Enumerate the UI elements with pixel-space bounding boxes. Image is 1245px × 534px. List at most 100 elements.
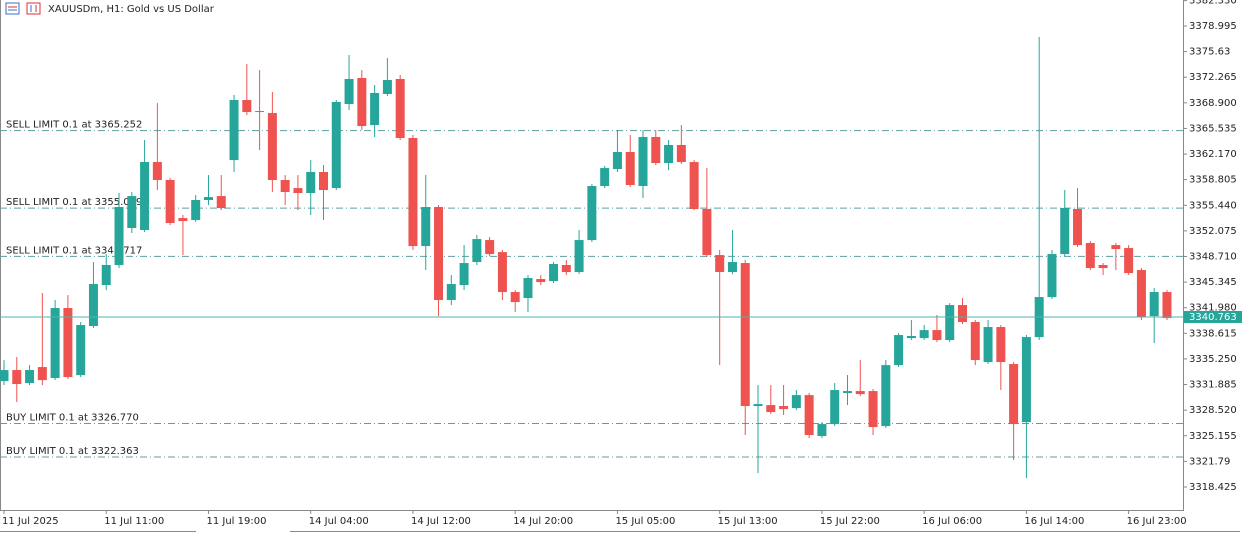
candle-body (395, 79, 405, 138)
x-tick-label: 16 Jul 23:00 (1127, 516, 1187, 527)
candle-body (50, 308, 60, 379)
candle-body (1162, 292, 1172, 319)
candle-body (817, 424, 827, 437)
candle-body (727, 262, 737, 273)
y-tick-label: 3368.900 (1189, 98, 1237, 109)
y-tick-label: 3335.250 (1189, 354, 1237, 365)
candle-body (970, 322, 980, 361)
candle-body (229, 100, 239, 161)
y-tick-label: 3352.075 (1189, 226, 1237, 237)
x-tick-label: 15 Jul 05:00 (615, 516, 675, 527)
candle-body (127, 196, 137, 229)
candle-body (651, 136, 661, 164)
candle-body (702, 208, 712, 256)
candle-body (331, 101, 341, 189)
candle-body (293, 188, 303, 194)
candle-body (382, 79, 392, 94)
candle-body (715, 255, 725, 273)
candle-body (178, 218, 188, 222)
y-tick-label: 3341.980 (1189, 303, 1237, 314)
y-tick-label: 3321.79 (1189, 456, 1230, 467)
candle-body (306, 172, 316, 194)
candle-body (587, 186, 597, 241)
candle-body (523, 278, 533, 299)
candle-body (203, 197, 213, 201)
candle-body (855, 391, 865, 395)
candle-body (12, 370, 22, 385)
x-tick-label: 15 Jul 13:00 (718, 516, 778, 527)
candle-body (830, 390, 840, 425)
candle-body (37, 367, 47, 381)
y-tick-label: 3378.995 (1189, 21, 1237, 32)
candle-body (906, 336, 916, 339)
candle-body (804, 395, 814, 436)
candle-body (625, 151, 635, 186)
candle-body (434, 207, 444, 301)
candle-body (510, 292, 520, 303)
y-tick-label: 3318.425 (1189, 482, 1237, 493)
candle-body (280, 179, 290, 193)
candle-body (945, 305, 955, 341)
candle-body (25, 370, 35, 384)
candle-body (370, 93, 380, 126)
price-label: 3340.763 (1189, 312, 1237, 323)
candle-body (868, 391, 878, 428)
candle-body (497, 252, 507, 293)
candle-body (1085, 243, 1095, 269)
candle-body (1149, 292, 1159, 317)
candle-body (1009, 364, 1019, 425)
candle-body (958, 305, 967, 323)
candle-body (101, 265, 111, 286)
candle-body (881, 365, 891, 427)
candle-body (63, 308, 73, 378)
candle-body (1111, 245, 1121, 250)
y-tick-label: 3328.520 (1189, 405, 1237, 416)
candle-body (842, 391, 852, 394)
candle-body (408, 137, 418, 247)
x-tick-label: 11 Jul 11:00 (104, 516, 164, 527)
candle-body (242, 100, 252, 113)
candle-body (267, 113, 277, 180)
x-tick-label: 16 Jul 14:00 (1024, 516, 1084, 527)
x-tick-label: 11 Jul 2025 (2, 516, 59, 527)
candle-body (536, 279, 546, 283)
candle-body (638, 136, 648, 187)
order-level-label: SELL LIMIT 0.1 at 3365.252 (6, 120, 142, 131)
y-tick-label: 3325.155 (1189, 431, 1237, 442)
order-level-label: BUY LIMIT 0.1 at 3326.770 (6, 412, 139, 423)
candle-body (894, 335, 904, 366)
candle-body (114, 207, 124, 266)
candle-body (472, 239, 482, 263)
y-tick-label: 3355.440 (1189, 200, 1237, 211)
x-tick-label: 14 Jul 12:00 (411, 516, 471, 527)
candle-body (676, 144, 686, 163)
y-tick-label: 3372.265 (1189, 72, 1237, 83)
candle-body (1060, 208, 1070, 255)
candle-body (1047, 254, 1057, 298)
y-tick-label: 3345.345 (1189, 277, 1237, 288)
candle-body (779, 406, 789, 410)
order-level-label: SELL LIMIT 0.1 at 3355.069 (6, 197, 142, 208)
candle-body (1124, 248, 1134, 274)
candle-body (996, 327, 1006, 363)
candle-body (357, 78, 367, 127)
candle-body (549, 264, 559, 282)
price-label-box (1184, 310, 1242, 323)
symbol-icons (5, 2, 41, 15)
candle-body (1073, 208, 1083, 246)
order-level-label: BUY LIMIT 0.1 at 3322.363 (6, 446, 139, 457)
candle-body (0, 370, 9, 382)
candle-body (319, 172, 328, 191)
candle-body (983, 327, 993, 363)
candle-body (459, 263, 469, 286)
x-tick-label: 15 Jul 22:00 (820, 516, 880, 527)
y-tick-label: 3362.170 (1189, 149, 1237, 160)
candle-body (76, 325, 86, 376)
y-tick-label: 3382.330 (1189, 0, 1237, 7)
y-tick-label: 3358.805 (1189, 175, 1237, 186)
candle-body (574, 240, 584, 273)
candle-body (191, 200, 201, 221)
candle-body (485, 240, 495, 255)
candle-body (1098, 265, 1108, 269)
